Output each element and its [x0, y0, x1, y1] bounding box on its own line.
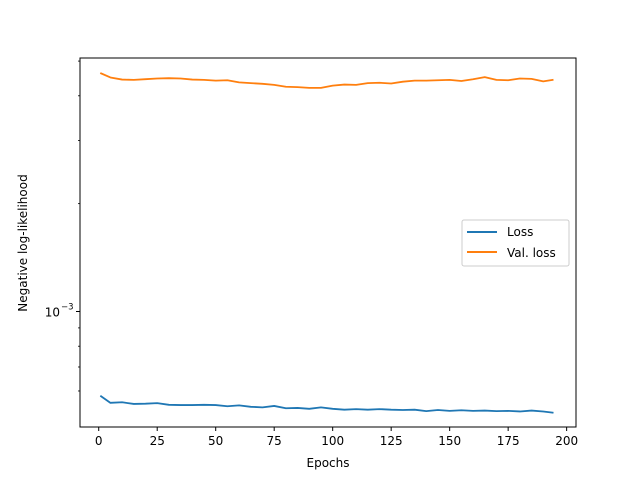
- y-tick-label-exponent: −3: [61, 302, 74, 312]
- x-axis-label: Epochs: [307, 456, 350, 470]
- x-tick-label-175: 175: [497, 434, 520, 448]
- series-layer: [99, 72, 554, 414]
- legend-label-val-loss: Val. loss: [507, 246, 556, 260]
- x-tick-label-100: 100: [321, 434, 344, 448]
- x-tick-label-125: 125: [380, 434, 403, 448]
- legend: Loss Val. loss: [461, 219, 570, 267]
- x-tick-label-150: 150: [438, 434, 461, 448]
- plot-frame: [79, 57, 577, 428]
- y-axis-label: Negative log-likelihood: [16, 174, 30, 311]
- series-line-val-loss: [99, 72, 554, 89]
- legend-label-loss: Loss: [507, 225, 533, 239]
- x-tick-label-50: 50: [208, 434, 223, 448]
- x-tick-label-200: 200: [555, 434, 578, 448]
- series-line-loss: [99, 394, 554, 414]
- axes-layer: 0 25 50 75 100 125 150 175 200 10 −3: [45, 60, 578, 448]
- y-tick-label-base: 10: [45, 305, 60, 319]
- x-tick-label-25: 25: [150, 434, 165, 448]
- x-tick-label-75: 75: [267, 434, 282, 448]
- x-tick-label-0: 0: [95, 434, 103, 448]
